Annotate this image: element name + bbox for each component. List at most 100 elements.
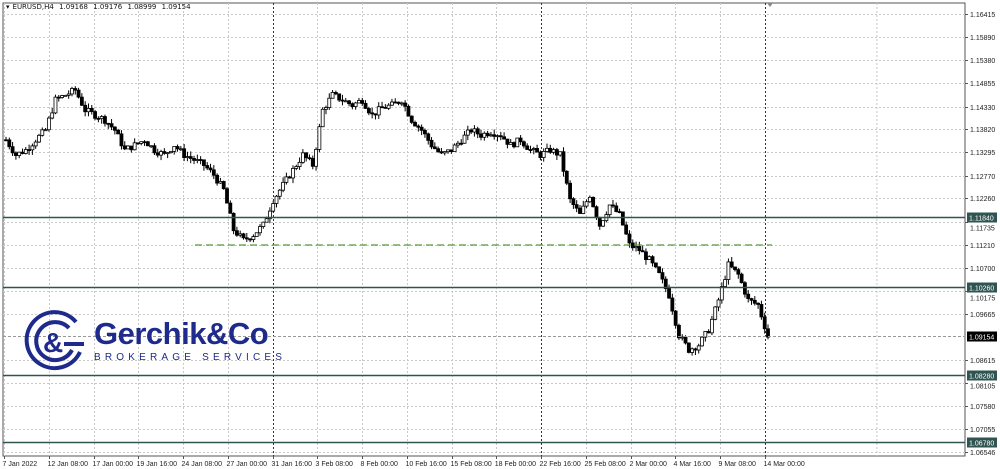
y-tick-label: 1.08105 <box>970 384 995 391</box>
candle-body <box>225 188 229 204</box>
candle-body <box>264 218 269 223</box>
x-tick-label: 8 Feb 00:00 <box>361 461 398 468</box>
candle-body <box>644 251 648 260</box>
candle-body <box>205 165 210 169</box>
chart-title: ▾ EURUSD,H4 1.09168 1.09176 1.08999 1.091… <box>6 3 194 11</box>
candle-body <box>495 135 500 138</box>
candle-body <box>66 93 71 96</box>
dropdown-arrow-icon[interactable]: ▾ <box>6 3 10 11</box>
candle-body <box>376 106 381 116</box>
candle-body <box>340 99 345 102</box>
candle-body <box>241 233 246 239</box>
candle-body <box>505 138 510 145</box>
candle-body <box>251 236 256 240</box>
y-tick-label: 1.07055 <box>970 427 995 434</box>
candle-body <box>578 207 582 214</box>
candle-body <box>614 205 619 212</box>
candle-body <box>50 112 55 119</box>
candle-body <box>274 195 279 204</box>
level-price-badge <box>967 437 997 448</box>
candle-body <box>40 129 45 136</box>
candle-body <box>465 129 470 136</box>
candle-body <box>406 105 411 117</box>
candle-body <box>416 125 421 128</box>
candle-body <box>554 149 559 156</box>
candle-body <box>601 220 605 227</box>
candle-body <box>627 233 632 244</box>
candle-body <box>462 134 467 144</box>
candle-body <box>703 331 708 338</box>
candle-body <box>132 142 137 151</box>
candle-body <box>611 204 615 207</box>
candle-body <box>733 266 737 271</box>
candle-body <box>528 149 533 151</box>
candle-body <box>126 145 130 150</box>
candle-body <box>432 146 437 150</box>
candle-body <box>380 106 384 109</box>
chart-shift-marker-icon <box>767 3 773 7</box>
candle-body <box>363 103 368 109</box>
candle-body <box>307 157 312 160</box>
candle-body <box>469 129 474 133</box>
svg-text:&: & <box>43 327 63 358</box>
candle-body <box>535 148 539 153</box>
candle-body <box>360 100 365 104</box>
candle-body <box>710 318 714 334</box>
candle-body <box>693 348 698 351</box>
candle-body <box>766 328 770 338</box>
candle-body <box>43 129 48 132</box>
y-tick-label: 1.14855 <box>970 81 995 88</box>
candle-body <box>33 141 38 147</box>
candle-body <box>300 152 305 163</box>
candle-body <box>13 152 18 156</box>
candle-body <box>752 299 757 304</box>
candle-body <box>175 146 180 150</box>
current-price-badge <box>967 331 997 342</box>
candle-body <box>663 278 668 289</box>
level-price-label: 1.10260 <box>969 286 994 293</box>
candle-body <box>756 302 761 305</box>
close-value: 1.09154 <box>161 3 191 11</box>
candle-body <box>53 96 58 114</box>
candle-body <box>597 216 602 227</box>
candle-body <box>211 169 216 176</box>
candle-body <box>317 126 322 150</box>
level-price-label: 1.06780 <box>969 441 994 448</box>
candle-body <box>23 149 28 154</box>
candle-body <box>620 211 625 226</box>
candle-body <box>182 148 187 159</box>
candle-body <box>409 115 414 123</box>
candle-body <box>327 97 332 109</box>
candle-body <box>390 101 394 106</box>
candle-body <box>762 316 767 330</box>
x-tick-label: 2 Mar 00:00 <box>630 461 667 468</box>
x-tick-label: 27 Jan 00:00 <box>227 461 268 468</box>
candle-body <box>739 273 744 284</box>
candle-body <box>231 212 236 232</box>
y-tick-label: 1.06546 <box>970 450 995 457</box>
candle-body <box>561 151 566 172</box>
candle-body <box>538 151 543 158</box>
candle-body <box>736 269 741 275</box>
candle-body <box>677 324 681 339</box>
candle-body <box>700 336 704 347</box>
candle-body <box>89 107 94 112</box>
candle-body <box>56 96 61 99</box>
candle-body <box>459 142 464 145</box>
candle-body <box>76 89 81 98</box>
candle-body <box>294 166 299 169</box>
candle-body <box>37 134 41 143</box>
candle-body <box>333 92 338 95</box>
candle-body <box>238 233 243 236</box>
candle-body <box>584 201 589 207</box>
candle-body <box>667 288 671 299</box>
candle-body <box>267 210 272 220</box>
candle-body <box>195 159 200 161</box>
candle-body <box>383 106 388 109</box>
candle-body <box>518 137 523 143</box>
candle-body <box>343 100 348 103</box>
y-tick-label: 1.08615 <box>970 358 995 365</box>
candle-body <box>759 304 764 318</box>
candle-body <box>436 148 441 153</box>
